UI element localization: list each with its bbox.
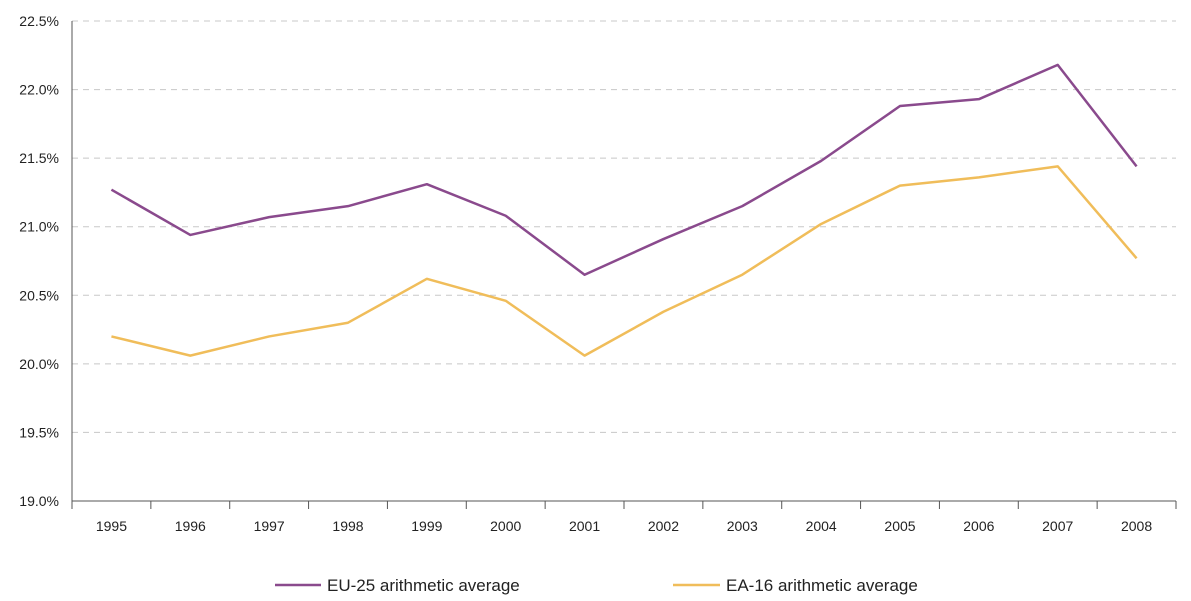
gridlines: [72, 20, 1176, 433]
x-axis: 1995 1996 1997 1998 1999 2000 2001 2002 2003 2004…: [71, 21, 1177, 534]
legend-label-1: EA-16 arithmetic average: [726, 576, 918, 595]
x-tick-label: 2001: [569, 518, 600, 534]
x-tick-label: 2002: [648, 518, 679, 534]
x-tick-label: 1995: [96, 518, 127, 534]
x-tick-label: 2005: [884, 518, 915, 534]
y-tick-label: 22.5%: [19, 13, 59, 29]
y-axis: 19.0% 19.5% 20.0% 20.5% 21.0% 21.5% 22.0% 22.5%: [19, 13, 59, 509]
x-tick-label: 2000: [490, 518, 521, 534]
x-tick-label: 1997: [254, 518, 285, 534]
y-tick-label: 19.5%: [19, 424, 59, 440]
series-line-0: [110, 63, 1138, 276]
legend-label-0: EU-25 arithmetic average: [327, 576, 520, 595]
x-tick-label: 2007: [1042, 518, 1073, 534]
series-lines: [110, 63, 1138, 357]
y-tick-label: 22.0%: [19, 82, 59, 98]
x-tick-label: 2003: [727, 518, 758, 534]
y-tick-label: 21.0%: [19, 219, 59, 235]
y-tick-label: 20.5%: [19, 287, 59, 303]
legend: EU-25 arithmetic average EA-16 arithmetic…: [275, 576, 918, 595]
y-tick-label: 21.5%: [19, 150, 59, 166]
x-tick-label: 2008: [1121, 518, 1152, 534]
x-tick-label: 1996: [175, 518, 206, 534]
x-tick-label: 2004: [806, 518, 837, 534]
x-tick-label: 1998: [332, 518, 363, 534]
y-tick-label: 19.0%: [19, 493, 59, 509]
x-tick-label: 2006: [963, 518, 994, 534]
x-tick-label: 1999: [411, 518, 442, 534]
y-tick-label: 20.0%: [19, 356, 59, 372]
series-line-1: [111, 165, 1138, 357]
